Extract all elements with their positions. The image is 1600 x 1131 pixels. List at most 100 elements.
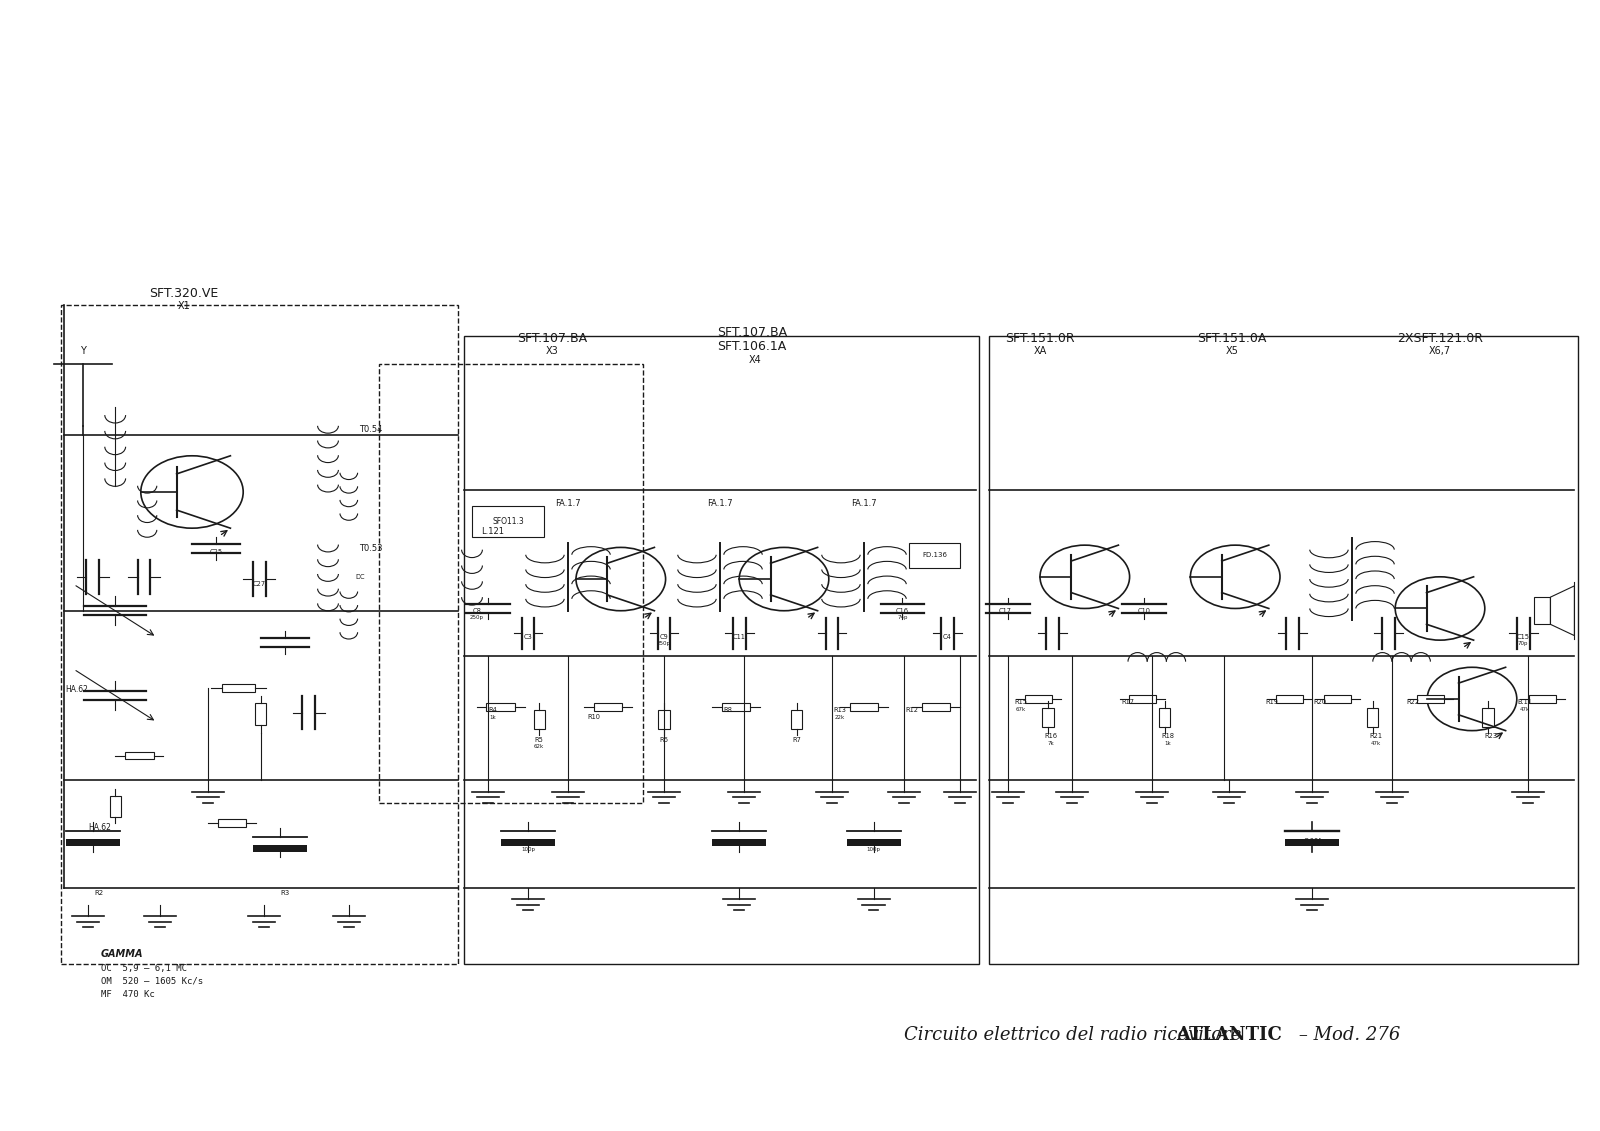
Bar: [1277, 694, 1302, 702]
Bar: [1366, 708, 1379, 726]
Bar: [1026, 694, 1051, 702]
Text: 62k: 62k: [534, 744, 544, 749]
Text: SFT.151.0R: SFT.151.0R: [1005, 333, 1075, 345]
Bar: [256, 703, 267, 725]
Text: SFT.107.BA: SFT.107.BA: [717, 327, 787, 339]
Bar: [1158, 708, 1171, 726]
Text: FA.1.7: FA.1.7: [851, 499, 877, 508]
Text: C.00f: C.00f: [1302, 838, 1322, 845]
Text: HA.62: HA.62: [66, 685, 88, 694]
Text: FD.136: FD.136: [922, 552, 947, 559]
Bar: [61, 305, 458, 964]
Text: T0.53: T0.53: [360, 544, 382, 553]
Text: R2: R2: [94, 890, 104, 897]
Bar: [1285, 839, 1339, 846]
Text: R12: R12: [906, 707, 918, 714]
Text: C27: C27: [253, 580, 266, 587]
Bar: [922, 702, 950, 711]
Bar: [125, 751, 154, 760]
Bar: [1130, 694, 1155, 702]
Bar: [909, 543, 960, 568]
Bar: [1534, 597, 1550, 624]
Bar: [1483, 708, 1494, 726]
Text: 47k: 47k: [1520, 707, 1530, 711]
Text: 100p: 100p: [867, 847, 880, 852]
Text: X5: X5: [1226, 346, 1238, 356]
Text: R21: R21: [1370, 733, 1382, 740]
Text: OC  5,9 – 6,1 MC
OM  520 – 1605 Kc/s
MF  470 Kc: OC 5,9 – 6,1 MC OM 520 – 1605 Kc/s MF 47…: [101, 964, 203, 999]
Bar: [1325, 694, 1350, 702]
Bar: [379, 364, 643, 803]
Bar: [534, 710, 544, 728]
Text: C25: C25: [210, 549, 222, 555]
Text: R17: R17: [1122, 699, 1134, 706]
Bar: [712, 839, 766, 846]
Bar: [66, 839, 120, 846]
Text: C3: C3: [523, 633, 533, 640]
Bar: [486, 702, 515, 711]
Text: Y: Y: [80, 346, 86, 355]
Bar: [1043, 708, 1054, 726]
Bar: [846, 839, 901, 846]
Bar: [222, 683, 254, 691]
Text: C10: C10: [1138, 607, 1150, 614]
Bar: [1418, 694, 1443, 702]
Text: R4: R4: [488, 707, 498, 714]
Text: R15: R15: [1014, 699, 1027, 706]
Bar: [989, 336, 1578, 964]
Text: HA.62: HA.62: [88, 823, 110, 832]
Text: DC: DC: [355, 573, 365, 580]
Text: 67k: 67k: [1016, 707, 1026, 711]
Text: SFO11.3: SFO11.3: [493, 517, 525, 526]
Text: 22k: 22k: [835, 715, 845, 719]
Text: X3: X3: [546, 346, 558, 356]
Text: SFT.320.VE: SFT.320.VE: [149, 287, 219, 300]
Text: R10: R10: [587, 714, 600, 720]
Text: X4: X4: [749, 355, 762, 365]
Text: 1k: 1k: [490, 715, 496, 719]
Text: 7k: 7k: [1048, 741, 1054, 745]
Text: X6,7: X6,7: [1429, 346, 1451, 356]
Text: R8: R8: [723, 707, 733, 714]
Bar: [218, 819, 246, 828]
Text: R18: R18: [1162, 733, 1174, 740]
Bar: [472, 506, 544, 537]
Bar: [659, 710, 670, 728]
Text: C17: C17: [998, 607, 1011, 614]
Text: ATLANTIC: ATLANTIC: [1176, 1026, 1282, 1044]
Text: Circuito elettrico del radio ricevitore          – Mod. 276: Circuito elettrico del radio ricevitore …: [904, 1026, 1400, 1044]
Text: B.11: B.11: [1517, 699, 1533, 706]
Text: 1k: 1k: [1165, 741, 1171, 745]
Text: C10: C10: [522, 839, 534, 846]
Text: 2XSFT.121.0R: 2XSFT.121.0R: [1397, 333, 1483, 345]
Bar: [722, 702, 750, 711]
Text: C4: C4: [942, 633, 952, 640]
Bar: [1530, 694, 1555, 702]
Text: SFT.151.0A: SFT.151.0A: [1197, 333, 1267, 345]
Text: XA: XA: [1034, 346, 1046, 356]
Text: R19: R19: [1266, 699, 1278, 706]
Text: FA.1.7: FA.1.7: [555, 499, 581, 508]
Text: R16: R16: [1045, 733, 1058, 740]
Text: T0.54: T0.54: [360, 425, 382, 434]
Bar: [850, 702, 878, 711]
Text: R6: R6: [659, 736, 669, 743]
Bar: [792, 710, 802, 728]
Bar: [594, 702, 622, 711]
Bar: [501, 839, 555, 846]
Text: 74p: 74p: [898, 615, 907, 620]
Text: R23: R23: [1485, 733, 1498, 740]
Text: X1: X1: [178, 301, 190, 311]
Bar: [253, 845, 307, 852]
Text: GAMMA: GAMMA: [101, 949, 144, 959]
Text: C13: C13: [867, 839, 880, 846]
Text: C9: C9: [659, 633, 669, 640]
Text: 100p: 100p: [522, 847, 534, 852]
Text: C12: C12: [733, 839, 746, 846]
Bar: [109, 796, 122, 817]
Text: R3: R3: [280, 890, 290, 897]
Text: C16: C16: [896, 607, 909, 614]
Text: R7: R7: [792, 736, 802, 743]
Text: R22: R22: [1406, 699, 1419, 706]
Text: SFT.106.1A: SFT.106.1A: [717, 340, 787, 353]
